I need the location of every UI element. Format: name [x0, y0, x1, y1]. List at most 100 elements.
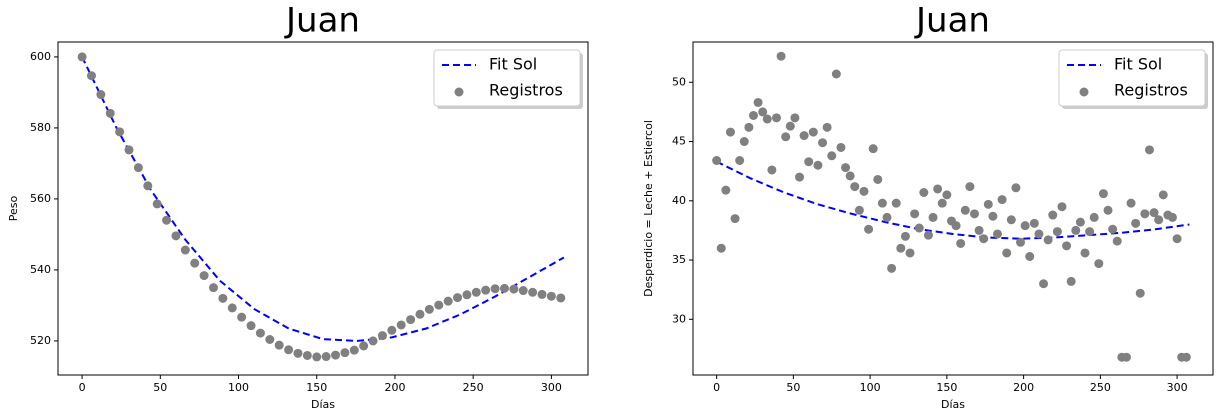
point: [827, 151, 837, 161]
point: [933, 184, 943, 194]
x-axis-label: Días: [941, 398, 965, 411]
chart-title: Juan: [284, 1, 360, 41]
x-tick-label: 250: [463, 381, 484, 394]
y-tick-label: 580: [30, 121, 51, 134]
point: [1080, 248, 1090, 258]
point: [910, 209, 920, 219]
y-tick-label: 40: [672, 194, 686, 207]
point: [725, 127, 735, 137]
point: [1062, 241, 1072, 251]
x-tick-label: 50: [786, 381, 800, 394]
point: [518, 286, 528, 296]
point: [443, 296, 453, 306]
point: [808, 127, 818, 137]
point: [1140, 209, 1150, 219]
point: [988, 211, 998, 221]
y-tick-label: 30: [672, 312, 686, 325]
point: [795, 172, 805, 182]
point: [804, 157, 814, 167]
point: [1103, 205, 1113, 215]
point: [721, 185, 731, 195]
point: [509, 284, 519, 294]
x-tick-label: 150: [306, 381, 327, 394]
point: [799, 131, 809, 141]
point: [1034, 229, 1044, 239]
point: [227, 303, 237, 313]
point: [340, 348, 350, 358]
point: [415, 309, 425, 319]
y-axis-label: Desperdicio = Leche + Estiercol: [642, 120, 655, 297]
point: [274, 340, 284, 350]
point: [716, 243, 726, 253]
point: [528, 287, 538, 297]
x-axis-label: Días: [311, 398, 335, 411]
point: [744, 122, 754, 132]
point: [359, 341, 369, 351]
point: [490, 284, 500, 294]
point: [434, 300, 444, 310]
point: [864, 224, 874, 234]
point: [956, 238, 966, 248]
x-tick-label: 200: [384, 381, 405, 394]
point: [208, 283, 218, 293]
point: [748, 110, 758, 120]
point: [1048, 210, 1058, 220]
legend-marker: [454, 87, 464, 97]
point: [424, 304, 434, 314]
point: [1131, 218, 1141, 228]
axes-frame: [57, 41, 589, 376]
y-tick-label: 560: [30, 192, 51, 205]
point: [218, 293, 228, 303]
subplot: Juan Días Desperdicio = Leche + Estiercol 0…: [642, 1, 1214, 411]
point: [896, 243, 906, 253]
point: [499, 283, 509, 293]
point: [321, 352, 331, 362]
point: [868, 144, 878, 154]
chart-title: Juan: [914, 1, 990, 41]
point: [859, 186, 869, 196]
point: [937, 198, 947, 208]
point: [836, 142, 846, 152]
point: [758, 107, 768, 117]
point: [735, 156, 745, 166]
point: [312, 352, 322, 362]
point: [914, 223, 924, 233]
point: [1043, 235, 1053, 245]
point: [453, 293, 463, 303]
point: [850, 182, 860, 192]
axes-frame: [692, 41, 1214, 376]
legend-label: Registros: [1114, 81, 1188, 100]
point: [790, 113, 800, 123]
point: [1052, 227, 1062, 237]
point: [171, 231, 181, 241]
point: [1002, 248, 1012, 258]
y-tick-label: 520: [30, 334, 51, 347]
point: [1094, 259, 1104, 269]
point: [887, 263, 897, 273]
point: [993, 229, 1003, 239]
fit-line: [716, 160, 1190, 240]
point: [1057, 202, 1067, 212]
point: [979, 234, 989, 244]
point: [781, 132, 791, 142]
point: [1126, 198, 1136, 208]
point: [331, 350, 341, 360]
point: [730, 214, 740, 224]
point: [1029, 218, 1039, 228]
legend-marker: [1079, 87, 1089, 97]
y-tick-label: 600: [30, 50, 51, 63]
point: [1149, 208, 1159, 218]
point: [377, 331, 387, 341]
x-tick-label: 300: [1167, 381, 1188, 394]
point: [96, 90, 106, 100]
point: [143, 181, 153, 191]
point: [785, 121, 795, 131]
legend: Fit Sol Registros: [433, 49, 583, 109]
x-tick-label: 200: [1013, 381, 1034, 394]
point: [776, 51, 786, 61]
subplot: Juan Días Peso 0 50 100 150 200 250 300 520 540 560 5…: [7, 1, 589, 411]
point: [284, 345, 294, 355]
point: [537, 289, 547, 299]
point: [1135, 288, 1145, 298]
